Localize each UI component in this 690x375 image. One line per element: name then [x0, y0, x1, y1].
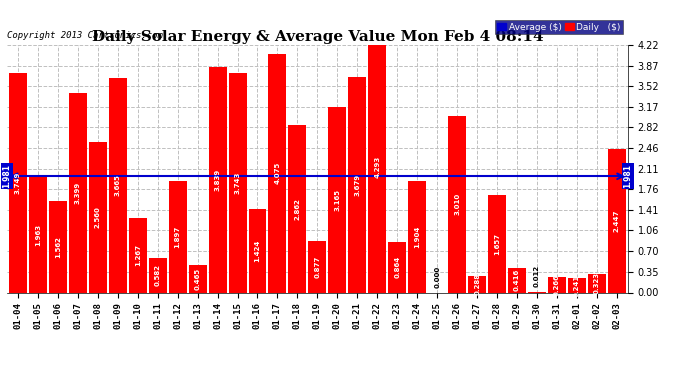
- Text: 3.743: 3.743: [235, 171, 241, 194]
- Text: 0.323: 0.323: [594, 272, 600, 294]
- Bar: [168, 181, 186, 292]
- Text: 3.679: 3.679: [355, 174, 360, 196]
- Text: 0.416: 0.416: [514, 269, 520, 291]
- Text: 3.839: 3.839: [215, 169, 221, 191]
- Text: 1.897: 1.897: [175, 226, 181, 248]
- Bar: [568, 278, 586, 292]
- Bar: [49, 201, 67, 292]
- Bar: [488, 195, 506, 292]
- Bar: [268, 54, 286, 292]
- Text: 2.862: 2.862: [295, 198, 300, 219]
- Bar: [408, 181, 426, 292]
- Bar: [348, 77, 366, 292]
- Text: 0.864: 0.864: [394, 256, 400, 278]
- Text: 3.749: 3.749: [15, 171, 21, 194]
- Text: 0.000: 0.000: [434, 266, 440, 288]
- Text: 0.465: 0.465: [195, 268, 201, 290]
- Text: 0.877: 0.877: [315, 256, 320, 278]
- Bar: [588, 273, 606, 292]
- Text: 2.560: 2.560: [95, 207, 101, 228]
- Bar: [328, 107, 346, 292]
- Bar: [288, 124, 306, 292]
- Text: 1.904: 1.904: [414, 225, 420, 248]
- Bar: [368, 41, 386, 292]
- Text: 1.963: 1.963: [35, 224, 41, 246]
- Text: 0.266: 0.266: [554, 274, 560, 296]
- Bar: [468, 276, 486, 292]
- Bar: [248, 209, 266, 292]
- Title: Daily Solar Energy & Average Value Mon Feb 4 08:14: Daily Solar Energy & Average Value Mon F…: [92, 30, 543, 44]
- Bar: [608, 149, 626, 292]
- Bar: [188, 265, 206, 292]
- Text: 0.241: 0.241: [574, 274, 580, 297]
- Bar: [308, 241, 326, 292]
- Text: Copyright 2013 Cartronics.com: Copyright 2013 Cartronics.com: [7, 31, 163, 40]
- Bar: [508, 268, 526, 292]
- Text: 1.657: 1.657: [494, 233, 500, 255]
- Text: 0.582: 0.582: [155, 264, 161, 286]
- Bar: [388, 242, 406, 292]
- Text: 2.447: 2.447: [614, 210, 620, 232]
- Text: 4.075: 4.075: [275, 162, 280, 184]
- Bar: [89, 142, 107, 292]
- Text: 1.424: 1.424: [255, 240, 261, 262]
- Bar: [448, 116, 466, 292]
- Text: 1.981: 1.981: [2, 164, 12, 188]
- Text: 0.288: 0.288: [474, 273, 480, 295]
- Text: 1.267: 1.267: [135, 244, 141, 266]
- Text: 1.981: 1.981: [623, 164, 633, 188]
- Bar: [129, 218, 147, 292]
- Bar: [148, 258, 167, 292]
- Bar: [29, 177, 47, 292]
- Bar: [69, 93, 87, 292]
- Bar: [228, 73, 246, 292]
- Bar: [208, 68, 226, 292]
- Text: 3.399: 3.399: [75, 182, 81, 204]
- Text: 3.665: 3.665: [115, 174, 121, 196]
- Text: 0.012: 0.012: [534, 265, 540, 287]
- Text: 1.562: 1.562: [55, 236, 61, 258]
- Bar: [109, 78, 127, 292]
- Bar: [548, 277, 566, 292]
- Legend: Average ($), Daily   ($): Average ($), Daily ($): [495, 20, 623, 34]
- Text: 4.293: 4.293: [374, 156, 380, 178]
- Text: 3.010: 3.010: [454, 193, 460, 215]
- Text: 3.165: 3.165: [335, 189, 340, 211]
- Bar: [9, 73, 27, 292]
